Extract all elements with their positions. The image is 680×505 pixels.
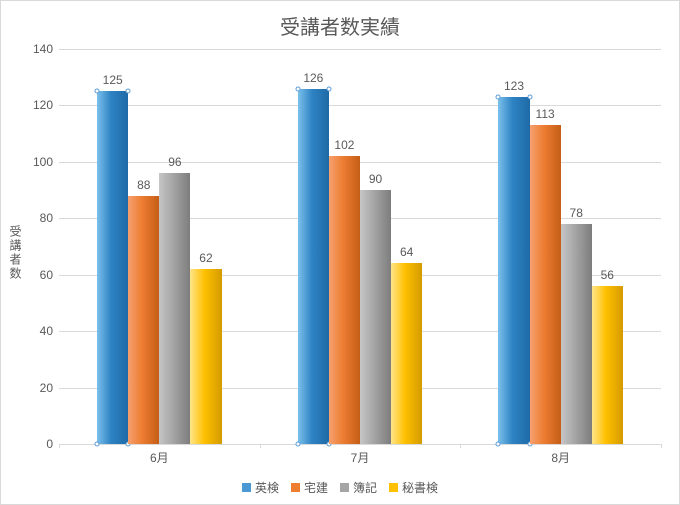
bar [530,125,561,444]
y-tick-label: 0 [27,437,53,451]
series-marker [496,94,501,99]
series-marker [295,442,300,447]
legend-swatch [389,483,398,492]
chart-title: 受講者数実績 [1,11,679,40]
data-label: 126 [303,71,323,85]
legend-label: 英検 [255,481,279,495]
x-tickmark [661,444,662,448]
data-label: 102 [334,138,354,152]
bar [128,196,159,444]
y-tick-label: 140 [27,42,53,56]
data-label: 88 [137,178,150,192]
legend-swatch [242,483,251,492]
legend-label: 簿記 [353,481,377,495]
data-label: 62 [199,251,212,265]
legend-label: 秘書検 [402,481,438,495]
series-marker [527,94,532,99]
data-label: 90 [369,172,382,186]
legend-swatch [340,483,349,492]
bar [97,91,128,444]
series-marker [326,86,331,91]
x-tickmark [59,444,60,448]
chart-frame: 受講者数実績 受講者数 0 20 40 60 80 100 120 140 6月 125 88 96 6… [0,0,680,505]
legend-item: 秘書検 [389,479,438,496]
gridline [59,105,661,106]
series-marker [95,442,100,447]
data-label: 78 [570,206,583,220]
x-tickmark [260,444,261,448]
y-tick-label: 100 [27,155,53,169]
legend-label: 宅建 [304,481,328,495]
legend-item: 英検 [242,479,279,496]
series-marker [295,86,300,91]
data-label: 125 [103,73,123,87]
legend: 英検 宅建 簿記 秘書検 [1,479,679,496]
legend-item: 宅建 [291,479,328,496]
bar [329,156,360,444]
gridline [59,49,661,50]
data-label: 113 [536,107,555,121]
legend-item: 簿記 [340,479,377,496]
y-axis-label: 受講者数 [7,225,24,281]
series-marker [95,89,100,94]
gridline [59,162,661,163]
y-tick-label: 120 [27,98,53,112]
bar [592,286,623,444]
bar [298,89,329,445]
data-label: 96 [168,155,181,169]
series-marker [126,89,131,94]
y-tick-label: 40 [27,324,53,338]
data-label: 64 [400,245,413,259]
legend-swatch [291,483,300,492]
x-axis-label: 6月 [150,449,169,466]
series-marker [496,442,501,447]
gridline [59,444,661,445]
y-tick-label: 60 [27,268,53,282]
bar [498,97,529,444]
x-tickmark [460,444,461,448]
x-axis-label: 7月 [351,449,370,466]
x-axis-label: 8月 [551,449,570,466]
y-tick-label: 80 [27,211,53,225]
bar [159,173,190,444]
bar [190,269,221,444]
bar [360,190,391,444]
bar [561,224,592,444]
bar [391,263,422,444]
y-tick-label: 20 [27,381,53,395]
data-label: 123 [504,79,524,93]
plot-area: 0204060801001201406月1258896627月126102906… [59,49,661,444]
data-label: 56 [601,268,614,282]
